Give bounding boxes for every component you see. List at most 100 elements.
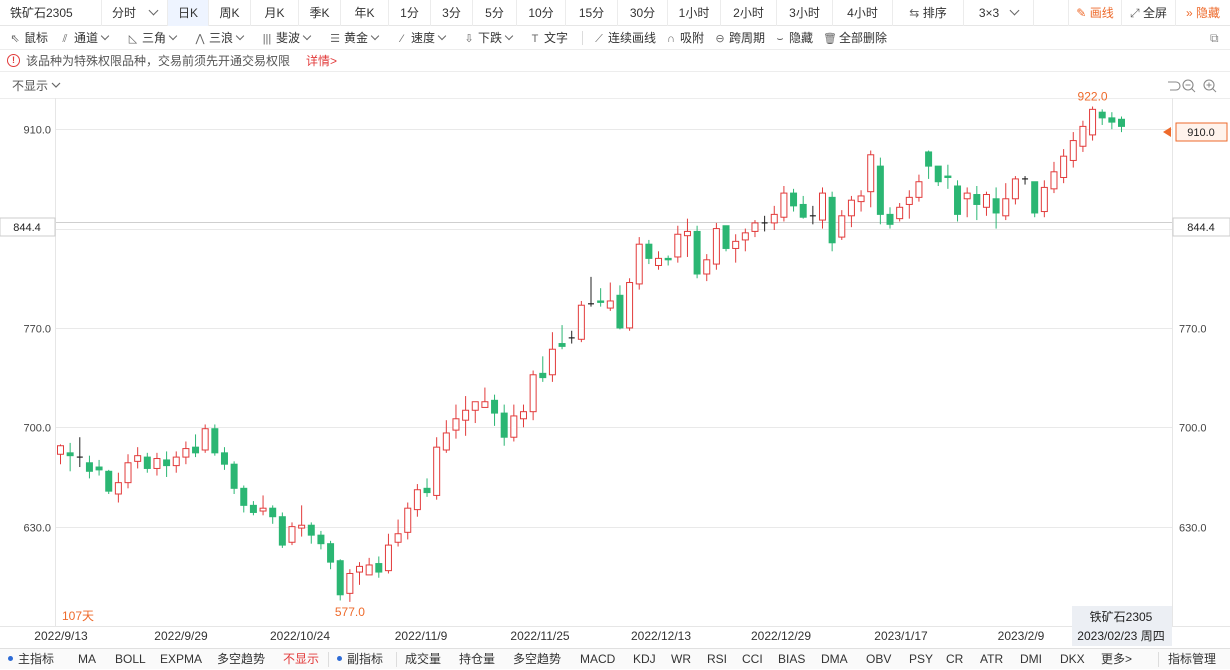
candle-body xyxy=(278,516,286,546)
sub-indicator-11[interactable]: PSY xyxy=(909,652,934,666)
eye-off-icon: ⌣ xyxy=(776,33,784,45)
candle-body xyxy=(491,399,499,414)
candles xyxy=(57,106,1125,602)
cross-period-toggle[interactable]: ⊖ 跨周期 xyxy=(713,26,765,50)
sub-indicator-9[interactable]: DMA xyxy=(821,652,848,666)
sub-indicator-14[interactable]: DMI xyxy=(1020,652,1042,666)
magnet-icon: ∩ xyxy=(667,33,675,45)
candle-body xyxy=(57,445,64,455)
candle-body xyxy=(606,300,614,309)
period-tab-13[interactable]: 2小时 xyxy=(721,0,777,26)
period-tab-6[interactable]: 1分 xyxy=(389,0,431,26)
sub-indicator-16[interactable]: 更多> xyxy=(1101,652,1133,666)
sub-indicator-4[interactable]: KDJ xyxy=(633,652,656,666)
period-tab-8[interactable]: 5分 xyxy=(473,0,517,26)
sub-indicator-0[interactable]: 成交量 xyxy=(405,652,442,666)
sub-indicator-15[interactable]: DKX xyxy=(1060,652,1085,666)
candle xyxy=(992,187,1000,229)
period-tab-14[interactable]: 3小时 xyxy=(777,0,833,26)
speed-tool[interactable]: ⁄ 速度 xyxy=(395,26,447,50)
candle xyxy=(539,356,547,382)
channel-tool[interactable]: ⫽ 通道 xyxy=(58,26,110,50)
fullscreen-button[interactable]: ⤢ 全屏 xyxy=(1122,0,1176,26)
details-link[interactable]: 详情> xyxy=(306,54,338,68)
double-chevron-right-icon: » xyxy=(1185,6,1193,20)
reset-icon[interactable] xyxy=(1168,81,1181,91)
candle xyxy=(712,222,720,270)
sub-indicator-1[interactable]: 持仓量 xyxy=(459,652,496,666)
zoom-out-icon[interactable] xyxy=(1182,79,1196,93)
candle-body xyxy=(828,196,836,244)
indicator-manage-button[interactable]: 指标管理 xyxy=(1168,652,1217,666)
period-tab-15[interactable]: 4小时 xyxy=(833,0,893,26)
period-tab-11[interactable]: 30分 xyxy=(618,0,668,26)
text-tool[interactable]: T 文字 xyxy=(528,26,568,50)
draw-line-button[interactable]: ✎ 画线 xyxy=(1068,0,1122,26)
period-tab-9[interactable]: 10分 xyxy=(517,0,566,26)
candle xyxy=(857,190,865,212)
indicator-dropdown[interactable]: 不显示 xyxy=(12,79,61,93)
period-toolbar: 铁矿石2305 分时 日K 周K 月K 季K 年K 1分 3分 5分 10分 15分 30分 1小时 2小… xyxy=(0,0,1230,26)
layout-dropdown[interactable]: 3×3 xyxy=(964,0,1034,26)
three-wave-tool[interactable]: ⋀ 三浪 xyxy=(193,26,245,50)
candle xyxy=(626,278,634,331)
candle xyxy=(886,207,894,229)
candle-body xyxy=(249,504,257,513)
triangle-icon: ◺ xyxy=(128,33,138,45)
snap-toggle[interactable]: ∩ 吸附 xyxy=(664,26,704,50)
candle-body xyxy=(1040,186,1048,213)
golden-tool[interactable]: ☰ 黄金 xyxy=(328,26,380,50)
sub-indicator-7[interactable]: CCI xyxy=(742,652,763,666)
candle xyxy=(606,282,614,311)
candle-body xyxy=(577,304,585,340)
symbol-label[interactable]: 铁矿石2305 xyxy=(0,0,102,26)
sub-indicator-5[interactable]: WR xyxy=(671,652,691,666)
main-indicator-3[interactable]: 多空趋势 xyxy=(217,652,266,666)
sub-indicator-13[interactable]: ATR xyxy=(980,652,1004,666)
chevron-down-icon xyxy=(168,31,178,41)
period-tab-12[interactable]: 1小时 xyxy=(668,0,721,26)
sub-indicator-8[interactable]: BIAS xyxy=(778,652,806,666)
hide-button[interactable]: » 隐藏 xyxy=(1185,6,1221,20)
zoom-in-icon[interactable] xyxy=(1203,79,1217,93)
sub-indicator-10[interactable]: OBV xyxy=(866,652,892,666)
candlestick-chart[interactable]: 不显示 910.0910.0840.0840.0770.0770.0700.07… xyxy=(0,73,1230,648)
candle xyxy=(577,300,585,343)
period-tab-3[interactable]: 月K xyxy=(251,0,299,26)
triangle-tool[interactable]: ◺ 三角 xyxy=(126,26,178,50)
period-tab-5[interactable]: 年K xyxy=(341,0,389,26)
sub-indicator-6[interactable]: RSI xyxy=(707,652,728,666)
dot-icon xyxy=(8,656,13,661)
delete-all-button[interactable]: 🗑 全部删除 xyxy=(823,26,887,50)
sub-indicator-2[interactable]: 多空趋势 xyxy=(513,652,562,666)
main-indicator-2[interactable]: EXPMA xyxy=(160,652,203,666)
y-tick-left: 700.0 xyxy=(23,423,51,435)
fall-tool[interactable]: ⇩ 下跌 xyxy=(462,26,514,50)
period-tab-10[interactable]: 15分 xyxy=(566,0,618,26)
sub-indicator-3[interactable]: MACD xyxy=(580,652,616,666)
candle-body xyxy=(298,524,306,529)
period-tab-7[interactable]: 3分 xyxy=(431,0,473,26)
hide-drawings-toggle[interactable]: ⌣ 隐藏 xyxy=(773,26,813,50)
candle-body xyxy=(182,448,190,458)
continuous-draw-toggle[interactable]: ⟋ 连续画线 xyxy=(592,26,656,50)
candle-body xyxy=(886,213,894,225)
crosshair-readout-right: 844.4 xyxy=(1172,217,1230,237)
tooltip-date: 2023/02/23 周四 xyxy=(1077,629,1164,643)
mouse-tool[interactable]: ⇖ 鼠标 xyxy=(8,26,48,50)
candle-body xyxy=(375,563,383,573)
period-tab-0[interactable]: 分时 xyxy=(102,0,168,26)
main-indicator-4[interactable]: 不显示 xyxy=(283,652,320,666)
sub-indicator-12[interactable]: CR xyxy=(946,652,964,666)
candle-body xyxy=(982,194,990,208)
period-tab-2[interactable]: 周K xyxy=(209,0,251,26)
main-indicator-0[interactable]: MA xyxy=(78,652,96,666)
sort-button[interactable]: ⇆ 排序 xyxy=(893,0,964,26)
window-restore-icon[interactable]: ⧉ xyxy=(1210,31,1219,45)
candle-body xyxy=(655,257,663,266)
main-indicator-1[interactable]: BOLL xyxy=(115,652,146,666)
period-tab-1[interactable]: 日K xyxy=(168,0,209,26)
period-tab-4[interactable]: 季K xyxy=(299,0,341,26)
fibonacci-tool[interactable]: ||| 斐波 xyxy=(260,26,312,50)
candle-body xyxy=(818,192,826,221)
